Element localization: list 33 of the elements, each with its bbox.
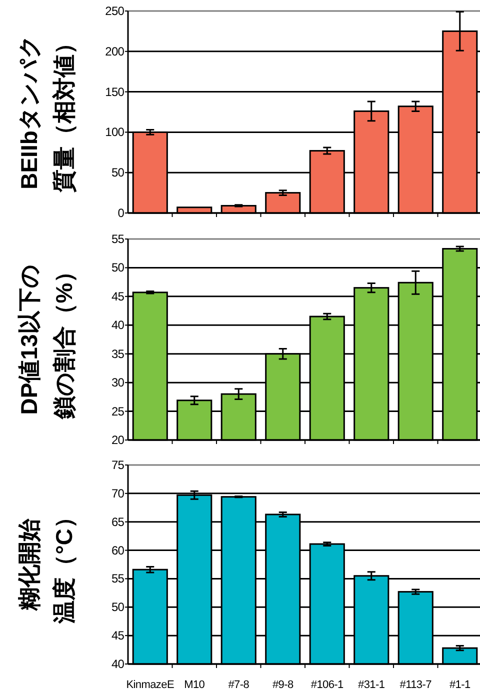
x-tick-label: M10: [184, 679, 205, 691]
y-tick-label: 45: [111, 289, 125, 304]
y-tick-label: 200: [105, 44, 125, 58]
y-tick-label: 50: [111, 260, 125, 275]
y-tick-label: 150: [105, 84, 125, 99]
y-axis-title: BEIIbタンパク質量（相対値）: [16, 32, 77, 194]
x-tick-label: #31-1: [358, 679, 385, 691]
x-tick-label: #7-8: [228, 679, 250, 691]
y-tick-label: 100: [105, 125, 125, 140]
y-tick-label: 75: [111, 458, 125, 472]
y-tick-label: 35: [111, 346, 125, 361]
y-tick-label: 30: [111, 376, 125, 390]
y-tick-label: 50: [111, 600, 125, 614]
x-tick-label: #9-8: [272, 679, 294, 691]
y-tick-label: 55: [111, 572, 125, 586]
y-axis-title: DP値13以下の鎖の割合（%）: [16, 260, 77, 420]
x-tick-label: #1-1: [449, 679, 470, 691]
y-tick-label: 55: [111, 232, 125, 246]
y-tick-label: 70: [111, 486, 125, 500]
y-tick-label: 250: [105, 4, 125, 18]
y-axis-title: 糊化開始温度（°C）: [16, 506, 77, 624]
y-tick-label: 45: [111, 628, 125, 643]
y-tick-label: 60: [111, 543, 125, 558]
y-tick-label: 20: [111, 433, 125, 447]
y-tick-label: 40: [111, 318, 125, 332]
y-tick-label: 50: [111, 166, 125, 180]
y-tick-label: 40: [111, 657, 125, 671]
x-tick-label: #106-1: [310, 679, 344, 691]
x-tick-label: #113-7: [400, 679, 432, 691]
x-tick-label: KinmazeE: [126, 679, 174, 691]
y-tick-label: 65: [111, 514, 125, 529]
y-tick-label: 25: [111, 404, 125, 418]
y-tick-label: 0: [118, 206, 125, 220]
